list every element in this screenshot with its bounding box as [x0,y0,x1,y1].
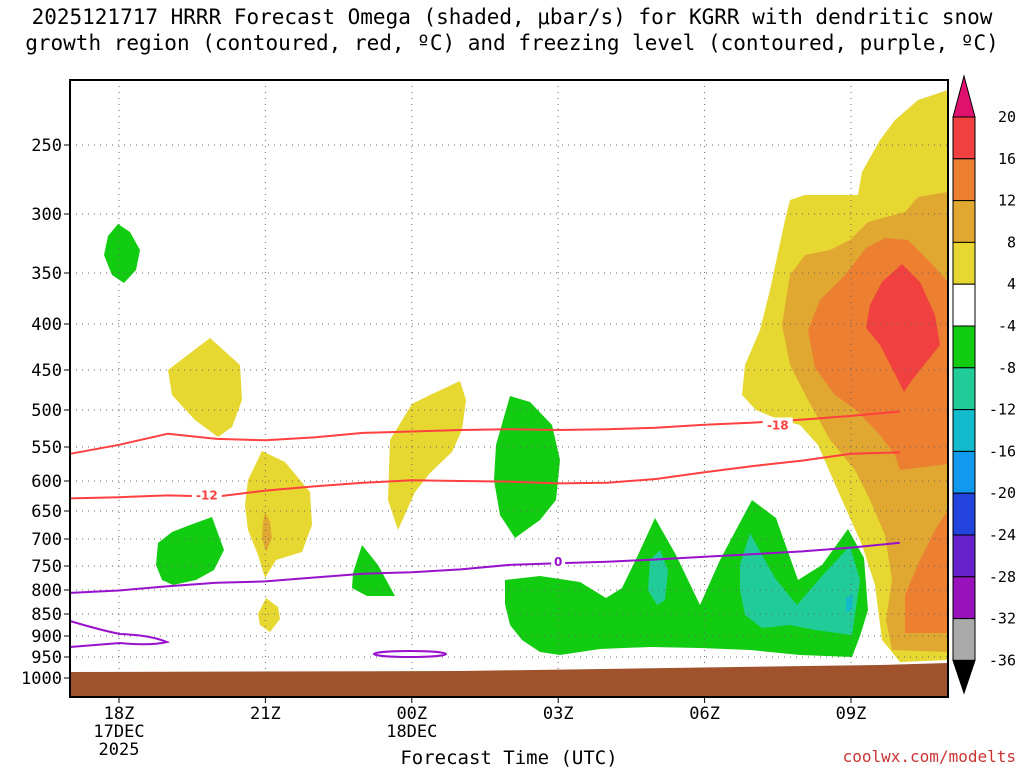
colorbar-bin [952,450,976,494]
colorbar-tick-label: -16 [989,442,1016,460]
colorbar-bin [952,158,976,202]
freezing-level-loops [69,620,447,658]
colorbar-bin [952,409,976,452]
contour-label-bg [551,554,566,571]
colorbar-tick-label: -36 [989,651,1016,669]
y-tick-label: 1000 [21,669,62,689]
y-tick-label: 600 [31,472,62,492]
x-tick-date: 18DEC [386,722,437,742]
y-tick-label: 700 [31,530,62,550]
colorbar-bin [952,200,976,243]
y-tick-label: 250 [31,136,62,156]
y-tick-label: 900 [31,627,62,647]
y-axis: 2503003504004505005506006507007508008509… [21,136,70,689]
x-axis-title: Forecast Time (UTC) [400,747,617,768]
colorbar-tick-label: 4 [1007,275,1016,293]
x-tick-label: 03Z [543,704,574,724]
omega-pos-8-b [262,512,272,552]
colorbar-tick-label: 20 [998,108,1016,126]
colorbar-tick-label: -28 [989,568,1016,586]
y-tick-label: 650 [31,502,62,522]
colorbar: 20 16 12 8 4 -4 -8 -12 -16 -20 -24 -28 -32 -36 [952,74,1016,695]
x-tick-label: 06Z [689,704,720,724]
colorbar-tick-label: 8 [1007,233,1016,251]
freezing-loop-left [69,620,171,648]
colorbar-tick-label: 12 [998,192,1016,210]
y-tick-label: 300 [31,205,62,225]
title-line-2: growth region (contoured, red, ºC) and f… [25,31,999,55]
contour-label-dgz-minus-18: -18 [767,419,789,433]
title-line-1: 2025121717 HRRR Forecast Omega (shaded, … [31,5,993,29]
contour-label-dgz-minus-12: -12 [196,488,218,502]
y-tick-label: 950 [31,648,62,668]
y-tick-label: 750 [31,557,62,577]
colorbar-bin [952,116,976,160]
colorbar-tick-label: 16 [998,150,1016,168]
freezing-loop-center [373,650,447,658]
colorbar-bin [952,367,976,411]
omega-pos-16 [866,264,940,392]
contour-freezing-level-0 [70,541,900,594]
colorbar-bin [952,283,976,327]
omega-neg-4-a [104,224,140,283]
colorbar-bin [952,534,976,578]
colorbar-bin [952,241,976,285]
colorbar-bin [952,618,976,661]
contour-labels: -18 -12 0 [191,417,793,571]
y-tick-label: 500 [31,401,62,421]
y-tick-label: 850 [31,605,62,625]
x-tick-label: 09Z [836,704,867,724]
omega-neg-8-b [740,533,860,635]
omega-shading [104,90,948,662]
contour-label-freezing-level-0: 0 [554,555,562,569]
y-tick-label: 350 [31,264,62,284]
omega-pos-4-c [258,598,280,632]
colorbar-bin [952,325,976,369]
credit-link[interactable]: coolwx.com/modelts [843,747,1016,766]
omega-pos-4-d [388,381,466,530]
colorbar-tick-label: -4 [998,317,1016,335]
y-tick-label: 450 [31,361,62,381]
x-tick-label: 21Z [250,704,281,724]
colorbar-bin [952,492,976,536]
contour-label-bg [191,487,222,504]
grid [70,80,948,697]
omega-pos-4-a [168,338,242,437]
colorbar-tick-label: -8 [998,359,1016,377]
plot-frame [69,79,949,698]
contour-label-bg [762,417,793,434]
y-tick-label: 550 [31,438,62,458]
ground-terrain [70,663,948,697]
colorbar-tick-label: -24 [989,526,1016,544]
omega-pos-4-b [245,451,312,578]
colorbar-tick-label: -20 [989,484,1016,502]
x-tick-label: 18Z [104,704,135,724]
colorbar-bin [952,576,976,620]
colorbar-tick-label: -12 [989,401,1016,419]
omega-neg-8-a [648,550,668,605]
x-tick-date: 17DEC [93,722,144,742]
x-tick-label: 00Z [396,704,427,724]
omega-neg-12-a [846,594,853,612]
omega-neg-4-c [352,545,395,596]
chart-title: 2025121717 HRRR Forecast Omega (shaded, … [0,4,1024,56]
y-tick-label: 400 [31,315,62,335]
colorbar-bin-bottom [952,659,976,695]
omega-neg-4-d [494,396,560,538]
contour-dgz-minus-18 [70,410,900,455]
colorbar-tick-label: -32 [989,610,1016,628]
colorbar-bin-top [952,74,976,118]
x-tick-year: 2025 [99,740,140,760]
omega-neg-4-b [156,517,224,585]
y-tick-label: 800 [31,581,62,601]
